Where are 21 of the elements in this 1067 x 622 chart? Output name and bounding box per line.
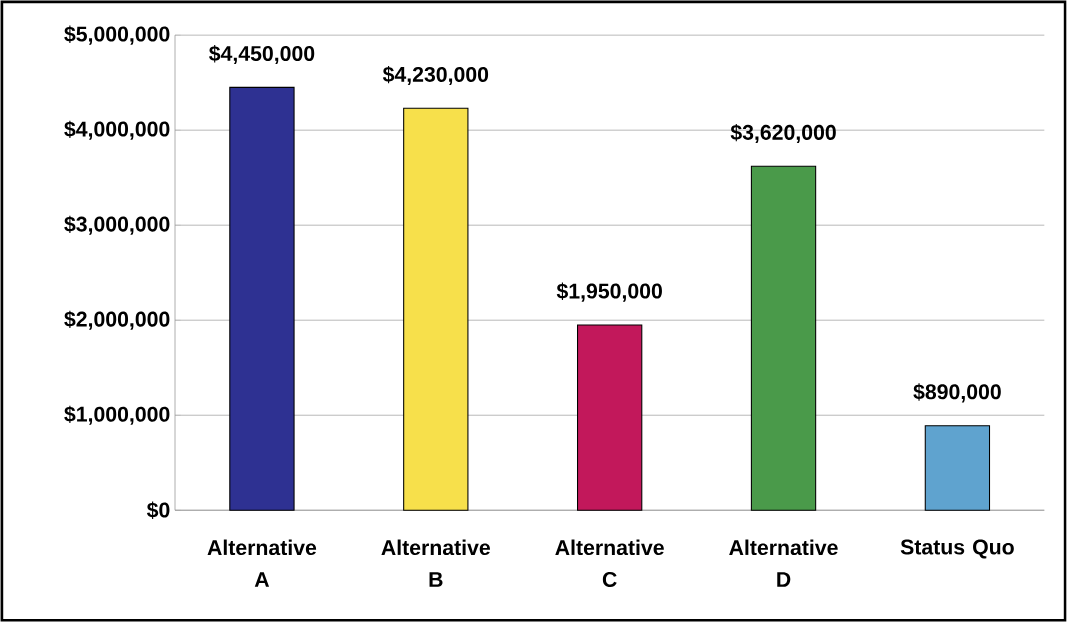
y-tick-label: $0 [146,501,170,519]
y-tick-label: $1,000,000 [64,405,170,425]
data-label: $4,450,000 [209,44,315,65]
bar [924,425,991,511]
y-tick-label: $2,000,000 [64,310,170,330]
bar [577,324,643,511]
y-tick-label: $3,000,000 [64,215,170,235]
data-label: $1,950,000 [556,282,662,302]
y-tick-label: $5,000,000 [64,25,170,45]
data-label: $890,000 [913,383,1001,403]
bar [750,165,817,511]
data-label: $4,230,000 [382,65,489,85]
x-tick-label: Alternative B [381,539,490,587]
bar [403,107,469,511]
data-label: $3,620,000 [730,123,836,143]
y-tick-label: $4,000,000 [64,120,170,140]
x-tick-label: Alternative A [207,539,317,587]
x-tick-label: Status Quo [900,539,1014,559]
x-tick-label: Alternative D [729,539,838,587]
x-tick-label: Alternative C [555,539,664,587]
bar [229,86,295,511]
